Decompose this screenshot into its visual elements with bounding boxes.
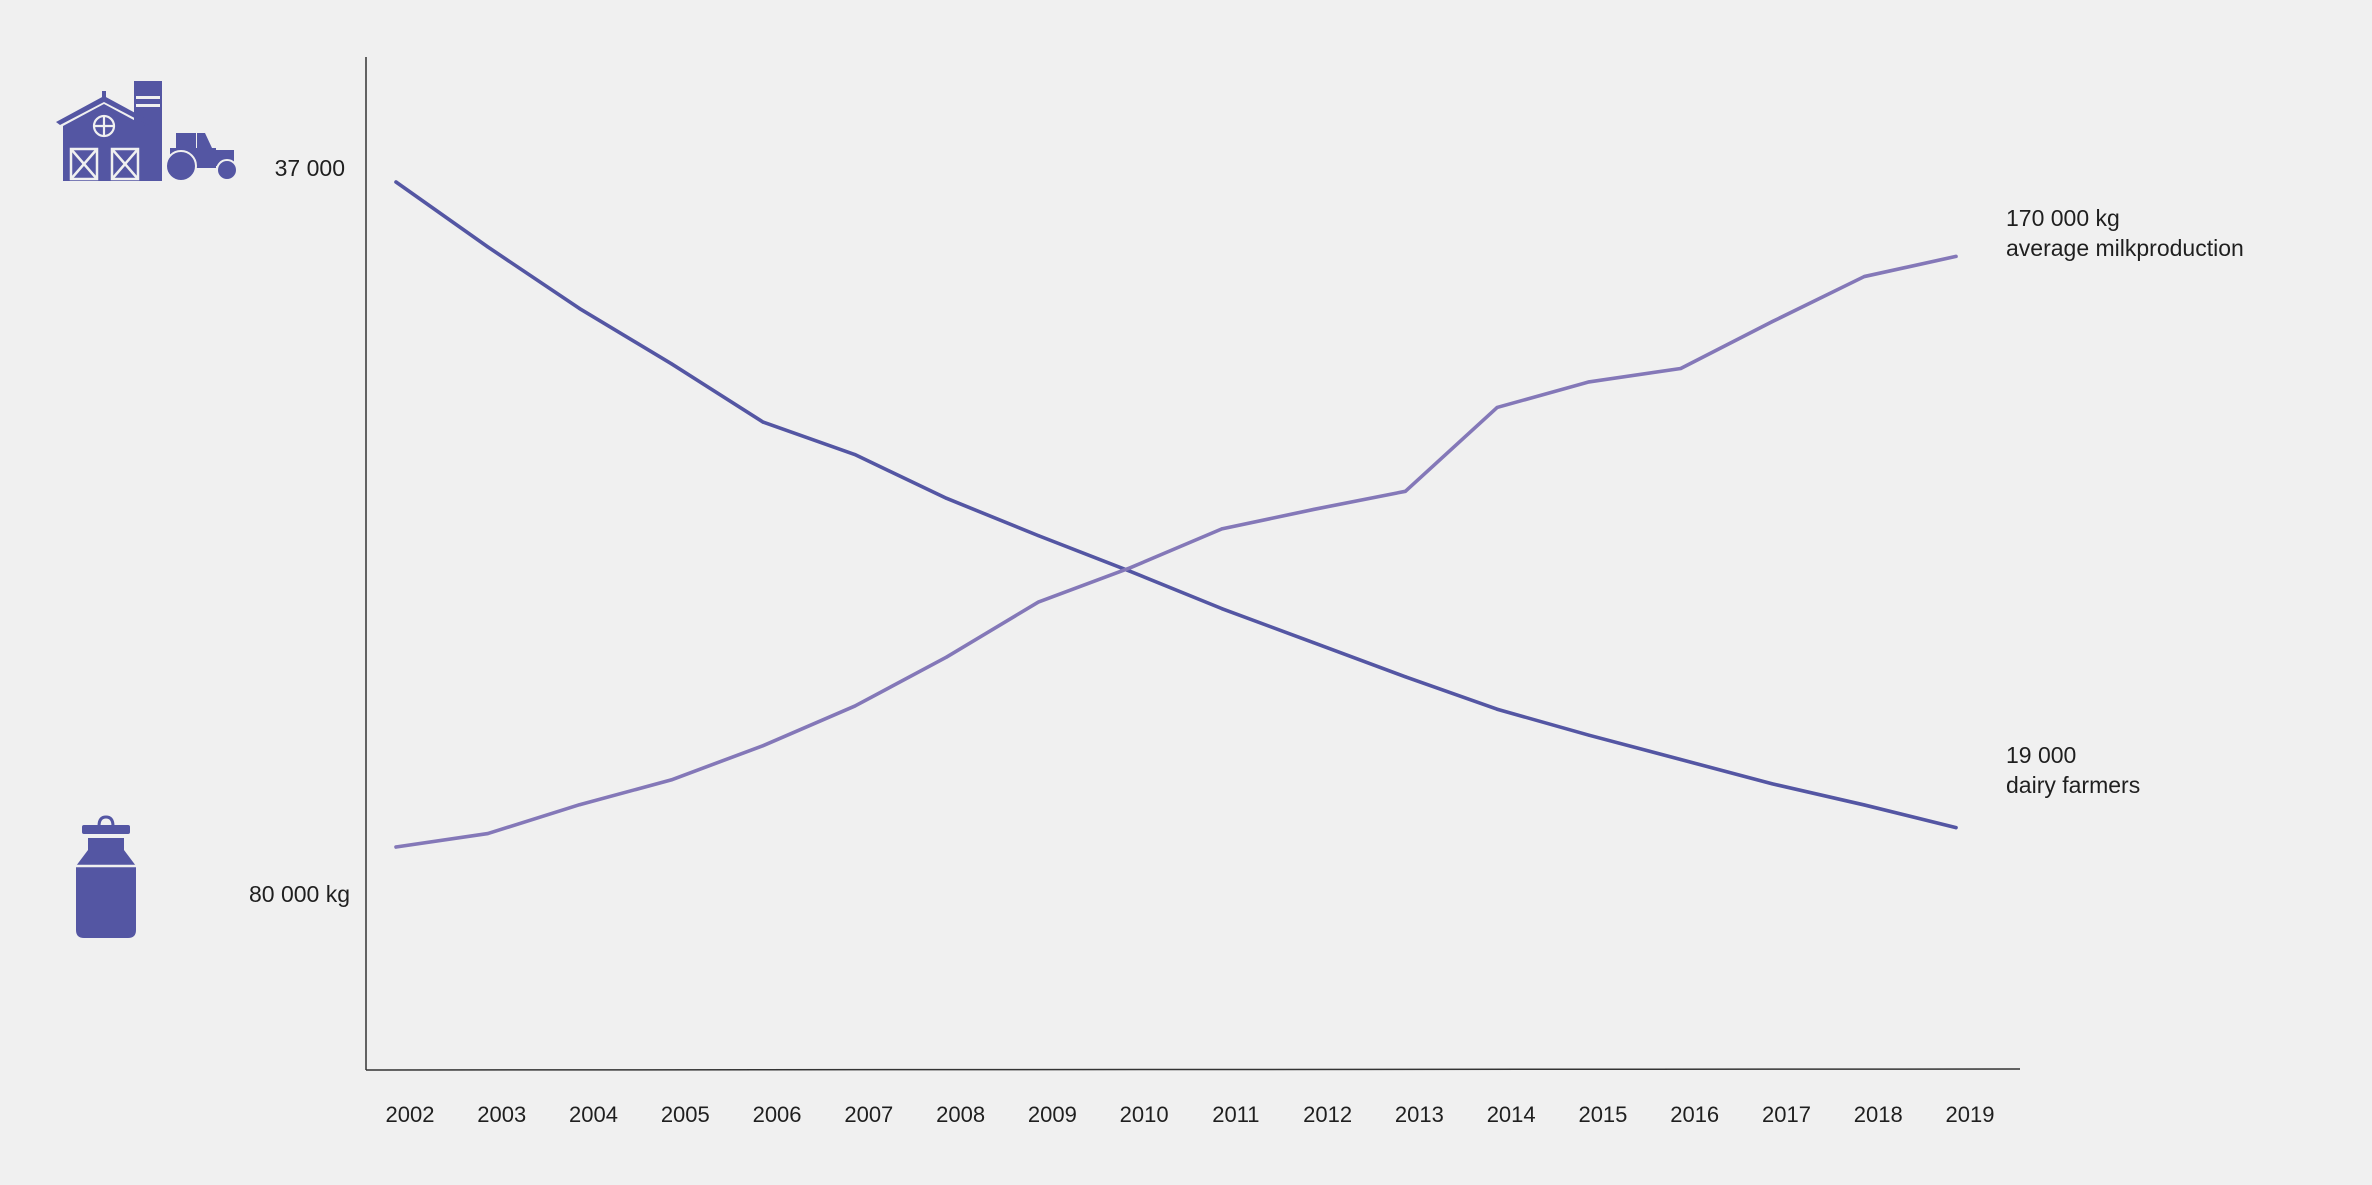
data-point-dairy-farmers-2003	[486, 245, 490, 249]
data-point-average-milkproduction-2006	[761, 744, 765, 748]
data-point-average-milkproduction-2011	[1220, 527, 1224, 531]
x-tick-label-2004: 2004	[569, 1102, 618, 1127]
x-tick-label-2019: 2019	[1946, 1102, 1995, 1127]
x-tick-label-2002: 2002	[386, 1102, 435, 1127]
data-point-dairy-farmers-2004	[577, 306, 582, 311]
data-point-average-milkproduction-2014	[1495, 405, 1499, 410]
data-point-average-milkproduction-2008	[944, 655, 949, 659]
x-tick-label-2014: 2014	[1487, 1102, 1536, 1127]
x-tick-label-2012: 2012	[1303, 1102, 1352, 1127]
x-axis-line	[365, 1068, 2021, 1071]
milk-can-icon	[76, 815, 136, 938]
data-point-average-milkproduction-2007	[853, 704, 857, 708]
x-tick-label-2003: 2003	[477, 1102, 526, 1127]
data-point-dairy-farmers-2008	[944, 496, 949, 500]
data-point-dairy-farmers-2018	[1862, 803, 1866, 807]
data-point-average-milkproduction-2018	[1862, 274, 1866, 279]
end-labels: 170 000 kg average milkproduction 19 000 da…	[2006, 205, 2244, 798]
data-point-dairy-farmers-2011	[1220, 607, 1224, 611]
x-tick-label-2006: 2006	[753, 1102, 802, 1127]
farm-barn-tractor-icon	[56, 81, 238, 182]
data-point-dairy-farmers-2007	[853, 452, 857, 457]
data-point-dairy-farmers-2014	[1495, 707, 1499, 711]
data-point-dairy-farmers-2019	[1954, 826, 1958, 830]
x-tick-labels: 2002 2003 2004 2005 2006 2007 2008 2009 2010 2011…	[386, 1102, 1995, 1127]
x-tick-label-2016: 2016	[1670, 1102, 1719, 1127]
data-point-dairy-farmers-2015	[1587, 733, 1591, 737]
data-point-dairy-farmers-2012	[1312, 641, 1316, 645]
data-point-average-milkproduction-2003	[486, 831, 490, 836]
data-point-dairy-farmers-2002	[394, 180, 398, 184]
x-tick-label-2013: 2013	[1395, 1102, 1444, 1127]
x-tick-label-2015: 2015	[1578, 1102, 1627, 1127]
series-line-dairy-farmers	[394, 180, 1958, 830]
data-point-dairy-farmers-2010	[1128, 569, 1132, 573]
data-point-average-milkproduction-2012	[1312, 507, 1316, 512]
data-point-average-milkproduction-2017	[1770, 319, 1775, 324]
x-tick-label-2005: 2005	[661, 1102, 710, 1127]
data-point-average-milkproduction-2002	[394, 845, 398, 849]
x-tick-label-2017: 2017	[1762, 1102, 1811, 1127]
data-point-average-milkproduction-2015	[1587, 380, 1591, 384]
data-point-dairy-farmers-2017	[1770, 782, 1775, 786]
data-point-average-milkproduction-2013	[1403, 489, 1408, 493]
data-point-dairy-farmers-2006	[761, 420, 765, 424]
data-point-average-milkproduction-2009	[1036, 600, 1040, 604]
data-point-dairy-farmers-2016	[1679, 757, 1683, 762]
data-point-average-milkproduction-2005	[669, 778, 673, 782]
data-point-average-milkproduction-2019	[1954, 254, 1958, 259]
x-tick-label-2007: 2007	[844, 1102, 893, 1127]
x-tick-label-2008: 2008	[936, 1102, 985, 1127]
data-point-dairy-farmers-2009	[1036, 534, 1040, 538]
data-point-average-milkproduction-2004	[577, 803, 582, 807]
x-tick-label-2010: 2010	[1120, 1102, 1169, 1127]
series-group	[394, 180, 1958, 849]
data-point-dairy-farmers-2005	[669, 362, 673, 366]
data-point-average-milkproduction-2016	[1679, 366, 1683, 371]
series-line-average-milkproduction	[394, 254, 1958, 849]
milk-end-label-2: average milkproduction	[2006, 235, 2244, 261]
x-tick-label-2018: 2018	[1854, 1102, 1903, 1127]
farmers-end-label-2: dairy farmers	[2006, 772, 2140, 798]
side-axis-labels: 37 000 80 000 kg	[249, 155, 350, 907]
x-tick-label-2009: 2009	[1028, 1102, 1077, 1127]
data-point-average-milkproduction-2010	[1128, 566, 1132, 570]
x-tick-label-2011: 2011	[1212, 1102, 1259, 1127]
milk-end-label-1: 170 000 kg	[2006, 205, 2120, 231]
milk-axis-label: 80 000 kg	[249, 881, 350, 907]
farmers-axis-label: 37 000	[275, 155, 345, 181]
farmers-end-label-1: 19 000	[2006, 742, 2076, 768]
data-point-dairy-farmers-2013	[1403, 675, 1408, 679]
